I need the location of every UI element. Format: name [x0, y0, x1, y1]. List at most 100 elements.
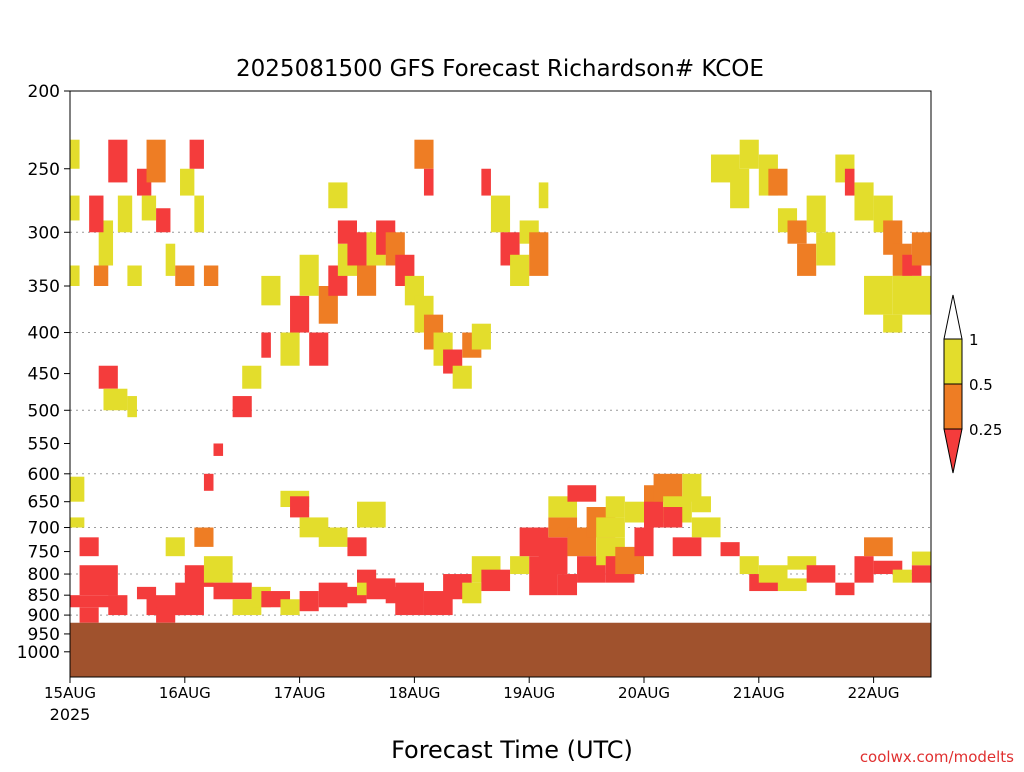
ri-cell	[328, 182, 348, 209]
ri-cell	[414, 139, 434, 169]
ri-cell	[835, 582, 855, 596]
ri-cell	[70, 265, 80, 286]
y-tick-label: 350	[28, 277, 60, 297]
ri-cell	[117, 195, 133, 233]
ri-cell	[864, 275, 893, 315]
ri-cell	[194, 527, 214, 547]
ri-cell	[70, 517, 85, 528]
ri-cell	[79, 607, 99, 623]
y-tick-label: 500	[28, 401, 60, 421]
ri-cell	[290, 295, 310, 333]
ri-cell	[213, 443, 224, 456]
x-tick-label: 16AUG	[159, 684, 211, 702]
ri-cell	[557, 574, 578, 596]
x-axis: 15AUG 16AUG 17AUG 18AUG 19AUG 20AUG 21AUG 22AUG	[44, 677, 900, 702]
ri-cell	[203, 556, 233, 583]
y-tick-label: 1000	[17, 643, 60, 663]
ri-cell	[739, 556, 759, 575]
ri-cell	[242, 365, 262, 389]
ri-cell	[357, 569, 377, 583]
ri-cell	[290, 496, 310, 518]
ri-cell	[911, 551, 931, 566]
y-tick-label: 900	[28, 606, 60, 626]
ri-cell	[98, 365, 118, 389]
ri-cell	[70, 139, 80, 169]
richardson-cells	[70, 139, 931, 623]
ri-cell	[806, 195, 826, 233]
legend-swatch-0-5-to-1	[943, 338, 963, 385]
ri-cell	[691, 517, 721, 538]
ri-cell	[596, 517, 625, 538]
x-tick-label: 19AUG	[503, 684, 555, 702]
ri-cell	[299, 254, 319, 296]
ri-cell	[844, 168, 855, 196]
ri-cell	[911, 565, 931, 583]
chart-title: 2025081500 GFS Forecast Richardson# KCOE	[236, 56, 764, 82]
y-tick-label: 200	[28, 82, 60, 102]
ri-cell	[70, 595, 118, 608]
ri-cell	[203, 265, 219, 286]
y-tick-label: 250	[28, 160, 60, 180]
legend: 1 0.5 0.25	[943, 294, 1002, 474]
ri-cell	[79, 537, 99, 557]
ri-cell	[797, 243, 817, 276]
ri-cell	[280, 332, 300, 366]
ri-cell	[165, 537, 185, 557]
ri-cell	[232, 396, 252, 418]
ri-cell	[883, 314, 903, 333]
ri-cell	[280, 599, 300, 616]
ri-cell	[567, 485, 597, 502]
ri-cell	[720, 542, 740, 557]
ri-cell	[357, 265, 377, 296]
ri-cell	[261, 275, 281, 306]
ri-cell	[156, 208, 171, 233]
legend-label-0-25: 0.25	[969, 421, 1002, 439]
plot-frame	[69, 90, 932, 678]
ri-cell	[538, 537, 568, 575]
ri-cell	[510, 254, 530, 286]
ri-cell	[175, 582, 204, 616]
ri-cell	[423, 168, 434, 196]
x-tick-label: 18AUG	[388, 684, 440, 702]
ri-cell	[481, 569, 511, 592]
ri-cell	[103, 388, 128, 411]
ri-cell	[203, 473, 214, 491]
y-tick-label: 750	[28, 543, 60, 563]
legend-label-1: 1	[969, 331, 979, 349]
x-tick-label: 20AUG	[618, 684, 670, 702]
ri-cell	[337, 220, 357, 244]
y-tick-label: 700	[28, 519, 60, 539]
ri-cell	[165, 243, 176, 276]
ri-cell	[911, 232, 931, 266]
ri-cell	[634, 527, 654, 557]
ri-cell	[529, 232, 549, 276]
y-tick-label: 950	[28, 625, 60, 645]
ri-cell	[357, 501, 386, 528]
y-axis: 200 250 300 350 400 450 500 550 600 650 700 7508008…	[17, 82, 70, 663]
ri-cell	[347, 537, 367, 557]
ri-cell	[194, 195, 204, 233]
ri-cell	[777, 578, 807, 592]
ri-cell	[624, 501, 644, 523]
ri-cell	[672, 537, 702, 557]
ri-cell	[854, 556, 874, 583]
ri-cell	[644, 496, 664, 528]
ri-cell	[730, 168, 750, 209]
y-tick-label: 300	[28, 223, 60, 243]
y-tick-label: 850	[28, 586, 60, 606]
ri-cell	[538, 182, 549, 209]
ri-cell	[452, 365, 472, 389]
ri-cell	[180, 168, 195, 196]
legend-swatch-0-25-to-0-5	[943, 383, 963, 430]
ri-cell	[89, 195, 104, 233]
ri-cell	[682, 473, 702, 502]
legend-bottom-arrow	[943, 428, 963, 474]
ri-cell	[108, 595, 128, 616]
y-tick-label: 800	[28, 565, 60, 585]
ri-cell	[481, 168, 491, 196]
ri-cell	[175, 265, 195, 286]
ri-cell	[892, 569, 912, 583]
watermark: coolwx.com/modelts	[860, 748, 1014, 766]
ri-cell	[261, 332, 271, 358]
